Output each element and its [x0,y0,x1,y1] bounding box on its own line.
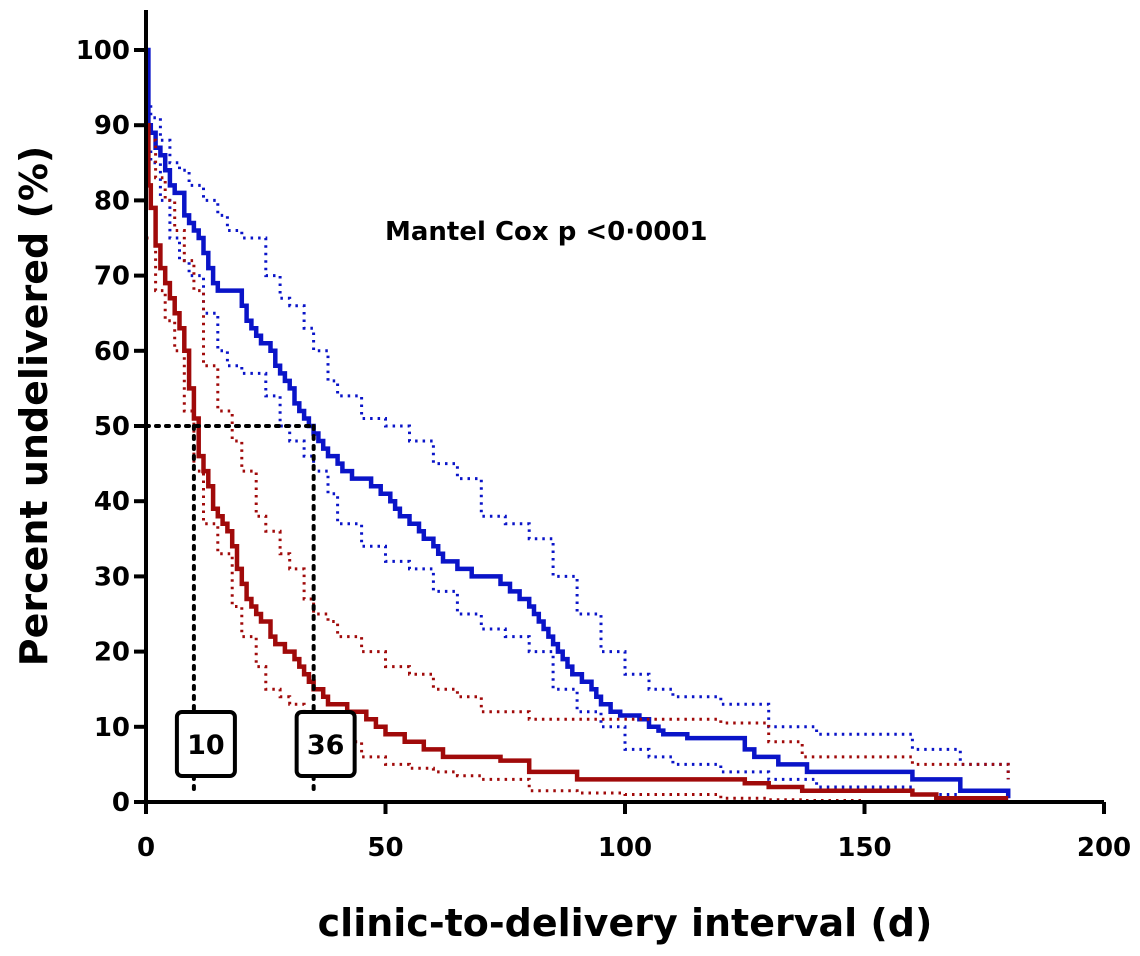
y-tick-label-0: 0 [112,788,130,818]
y-tick-label-20: 20 [94,638,130,668]
x-tick-label-50: 50 [367,833,403,863]
y-tick-label-30: 30 [94,562,130,592]
x-tick-label-0: 0 [137,833,155,863]
ticks-layer: 0 10 20 30 40 50 60 70 80 90 100 0 50 100 150 200 [76,36,1131,863]
x-axis-title: clinic-to-delivery interval (d) [318,901,933,945]
blue-ci-curve-1 [146,101,1010,780]
y-tick-label-70: 70 [94,262,130,292]
x-tick-label-200: 200 [1077,833,1131,863]
blue-survival-curve-0 [146,47,1011,799]
y-axis-title: Percent undelivered (%) [12,146,56,667]
median-marker-label-1: 36 [307,730,345,761]
blue-ci-curve-2 [146,146,1010,802]
median-marker-box-0 [174,710,237,778]
red-survival-curve-3 [146,122,1009,801]
y-tick-label-40: 40 [94,487,130,517]
x-tick-label-100: 100 [598,833,652,863]
curves-layer [146,47,1011,804]
median-markers-layer: 10 36 [174,710,357,778]
median-marker-label-0: 10 [187,730,225,761]
y-tick-label-100: 100 [76,36,130,66]
annotation-text: Mantel Cox p <0·0001 [385,217,708,247]
x-tick-label-150: 150 [837,833,891,863]
y-tick-label-60: 60 [94,337,130,367]
median-marker-box-1 [294,710,357,778]
red-ci-curve-5 [146,236,1009,804]
median-reference-layer [144,424,316,796]
axes-layer [144,10,1104,804]
y-tick-label-80: 80 [94,186,130,216]
y-tick-label-90: 90 [94,111,130,141]
red-ci-curve-4 [146,138,1010,780]
y-tick-label-10: 10 [94,713,130,743]
y-tick-label-50: 50 [94,412,130,442]
